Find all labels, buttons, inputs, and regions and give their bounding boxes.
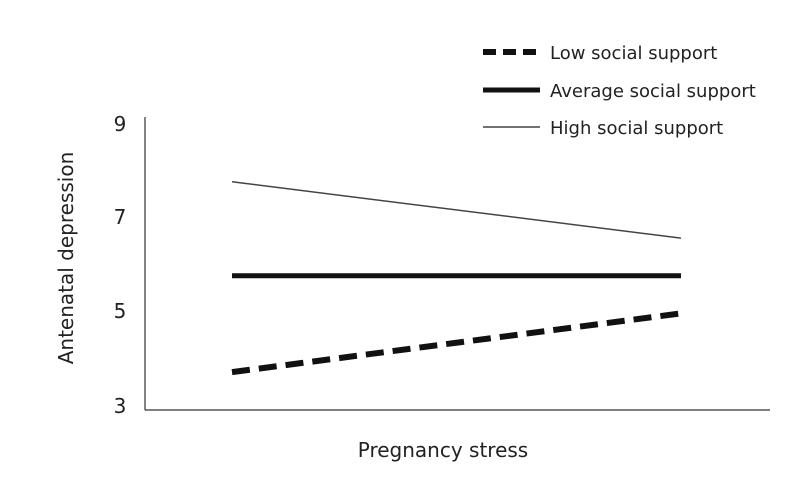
legend-label-high: High social support [550, 118, 723, 139]
series-low-social-support-line [231, 310, 682, 376]
series-group [231, 181, 682, 376]
series-high-social-support-line [231, 181, 682, 239]
y-tick-label-9: 9 [114, 112, 127, 136]
x-axis-title: Pregnancy stress [358, 438, 528, 462]
y-axis-title: Antenatal depression [54, 152, 78, 365]
y-tick-label-7: 7 [114, 205, 127, 229]
legend: Low social support Average social suppor… [483, 43, 756, 139]
legend-label-low: Low social support [550, 43, 717, 64]
y-tick-label-3: 3 [114, 394, 127, 418]
legend-label-average: Average social support [550, 81, 756, 102]
y-tick-label-5: 5 [114, 299, 127, 323]
